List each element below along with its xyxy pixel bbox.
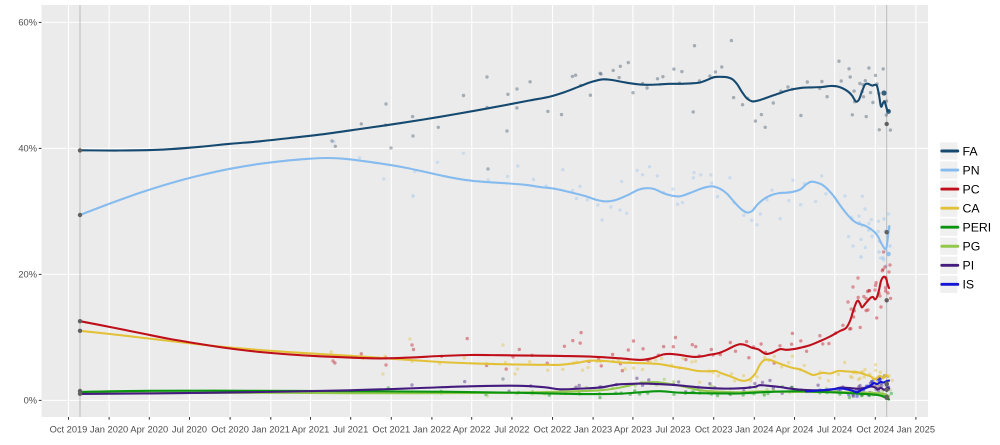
svg-text:Jul 2020: Jul 2020 <box>172 425 207 435</box>
svg-text:PC: PC <box>963 182 980 196</box>
svg-text:PI: PI <box>963 259 975 273</box>
svg-text:Apr 2023: Apr 2023 <box>614 425 652 435</box>
svg-text:Oct 2020: Oct 2020 <box>211 425 249 435</box>
svg-text:Jan 2025: Jan 2025 <box>897 425 935 435</box>
svg-text:Jul 2024: Jul 2024 <box>817 425 852 435</box>
svg-text:IS: IS <box>963 278 975 292</box>
svg-text:40%: 40% <box>18 144 37 154</box>
svg-text:Oct 2022: Oct 2022 <box>534 425 572 435</box>
svg-text:Apr 2024: Apr 2024 <box>776 425 814 435</box>
svg-text:Jul 2023: Jul 2023 <box>656 425 691 435</box>
svg-text:60%: 60% <box>18 18 37 28</box>
svg-text:Jan 2021: Jan 2021 <box>252 425 290 435</box>
svg-text:0%: 0% <box>24 396 37 406</box>
svg-text:Jul 2022: Jul 2022 <box>494 425 529 435</box>
svg-text:Oct 2021: Oct 2021 <box>372 425 410 435</box>
svg-text:Apr 2022: Apr 2022 <box>453 425 491 435</box>
svg-text:20%: 20% <box>18 270 37 280</box>
svg-text:PERI: PERI <box>963 221 992 235</box>
svg-text:CA: CA <box>963 201 981 215</box>
svg-text:Jan 2020: Jan 2020 <box>90 425 128 435</box>
svg-text:Jul 2021: Jul 2021 <box>333 425 368 435</box>
svg-text:PN: PN <box>963 163 980 177</box>
svg-text:Oct 2024: Oct 2024 <box>856 425 894 435</box>
svg-text:Apr 2020: Apr 2020 <box>130 425 168 435</box>
svg-text:Oct 2019: Oct 2019 <box>50 425 88 435</box>
svg-text:Apr 2021: Apr 2021 <box>292 425 330 435</box>
svg-text:Jan 2023: Jan 2023 <box>574 425 612 435</box>
svg-text:FA: FA <box>963 144 979 158</box>
svg-text:Jan 2024: Jan 2024 <box>735 425 773 435</box>
svg-text:Jan 2022: Jan 2022 <box>413 425 451 435</box>
svg-text:Oct 2023: Oct 2023 <box>695 425 733 435</box>
svg-text:PG: PG <box>963 240 981 254</box>
